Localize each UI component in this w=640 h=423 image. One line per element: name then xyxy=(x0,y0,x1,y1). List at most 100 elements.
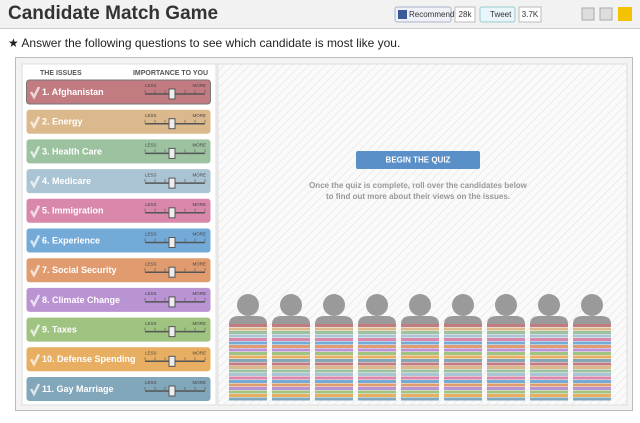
issue-row[interactable] xyxy=(26,317,211,342)
add-icon[interactable] xyxy=(618,7,632,21)
slider-knob[interactable] xyxy=(168,296,176,308)
candidate-stripe xyxy=(229,366,267,369)
candidate-body xyxy=(272,316,310,324)
slider-knob[interactable] xyxy=(168,177,176,189)
less-label: LESS xyxy=(145,261,157,266)
candidate-stripe xyxy=(229,383,267,387)
candidate-stripe xyxy=(315,383,353,387)
candidate-stripe xyxy=(573,369,611,373)
candidate-stripe xyxy=(358,355,396,359)
slider-knob[interactable] xyxy=(168,237,176,248)
issue-row[interactable] xyxy=(26,258,211,283)
candidate-stripe xyxy=(530,387,568,390)
candidate-stripe xyxy=(444,352,482,355)
candidate-body xyxy=(358,316,396,324)
candidate-head[interactable] xyxy=(538,294,560,316)
candidate-stripe xyxy=(573,362,611,366)
candidate-stripe xyxy=(530,380,568,383)
candidate-head[interactable] xyxy=(409,294,431,316)
candidate-stripe xyxy=(272,383,310,387)
less-label: LESS xyxy=(145,291,157,296)
candidate-stripe xyxy=(530,324,568,327)
candidate-stripe xyxy=(444,345,482,348)
candidate-stripe xyxy=(530,373,568,376)
candidate-stripe xyxy=(272,345,310,348)
issue-label: 7. Social Security xyxy=(42,265,117,275)
candidate-head[interactable] xyxy=(452,294,474,316)
candidate-stripe xyxy=(487,331,525,334)
email-icon[interactable] xyxy=(581,7,595,21)
slider-knob[interactable] xyxy=(168,147,176,159)
candidate-head[interactable] xyxy=(280,294,302,316)
issue-row[interactable] xyxy=(26,198,211,223)
candidate-stripe xyxy=(272,331,310,334)
slider-knob[interactable] xyxy=(168,118,176,130)
candidate-stripe xyxy=(358,348,396,352)
begin-button[interactable] xyxy=(356,151,480,169)
candidate-stripe xyxy=(315,376,353,380)
candidate-stripe xyxy=(487,345,525,348)
more-label: MORE xyxy=(193,172,207,177)
check-icon xyxy=(29,383,41,397)
slider-knob[interactable] xyxy=(168,326,176,338)
candidate-stripe xyxy=(229,331,267,334)
candidate-stripe xyxy=(315,387,353,390)
candidate-stripe xyxy=(229,387,267,390)
candidate-stripe xyxy=(573,383,611,387)
candidate-stripe xyxy=(401,383,439,387)
check-icon xyxy=(29,324,41,338)
slider-knob[interactable] xyxy=(168,88,176,100)
issue-row[interactable] xyxy=(26,347,211,372)
more-label: MORE xyxy=(193,261,207,266)
candidate-stripe xyxy=(358,397,396,401)
slider-knob[interactable] xyxy=(168,207,176,219)
less-label: LESS xyxy=(145,321,157,326)
candidate-stripe xyxy=(315,327,353,331)
issue-row[interactable] xyxy=(26,287,211,312)
issue-row[interactable] xyxy=(26,139,211,164)
issue-row[interactable] xyxy=(26,377,211,401)
slider-knob[interactable] xyxy=(168,355,176,367)
check-icon xyxy=(29,116,41,130)
candidate-stripe xyxy=(487,341,525,345)
print-icon[interactable] xyxy=(599,7,613,21)
candidate-stripe xyxy=(401,369,439,373)
candidate-head[interactable] xyxy=(366,294,388,316)
issue-row[interactable] xyxy=(26,228,211,253)
issue-row[interactable] xyxy=(26,109,211,134)
candidate-stripe xyxy=(272,338,310,341)
check-icon xyxy=(29,294,41,308)
recommend-button[interactable] xyxy=(394,6,452,23)
candidate-stripe xyxy=(272,355,310,359)
check-icon xyxy=(29,175,41,189)
candidate-stripe xyxy=(401,334,439,338)
note-line: Once the quiz is complete, roll over the… xyxy=(309,181,528,190)
candidate-stripe xyxy=(487,366,525,369)
candidate-stripe xyxy=(358,345,396,348)
candidate-stripe xyxy=(272,369,310,373)
slider-knob[interactable] xyxy=(168,385,176,397)
issue-row[interactable] xyxy=(26,169,211,194)
candidate-stripe xyxy=(358,359,396,362)
candidate-stripe xyxy=(229,394,267,397)
slider-knob[interactable] xyxy=(168,266,176,278)
candidate-head[interactable] xyxy=(323,294,345,316)
candidate-stripe xyxy=(530,394,568,397)
candidate-stripe xyxy=(444,369,482,373)
candidate-stripe xyxy=(229,345,267,348)
candidate-stripe xyxy=(573,380,611,383)
issue-label: 1. Afghanistan xyxy=(42,87,104,97)
recommend-count: 28k xyxy=(459,10,473,19)
candidate-stripe xyxy=(444,387,482,390)
candidate-stripe xyxy=(487,324,525,327)
issue-row[interactable] xyxy=(26,79,211,105)
more-label: MORE xyxy=(193,291,207,296)
tweet-button[interactable] xyxy=(479,6,516,23)
candidate-head[interactable] xyxy=(495,294,517,316)
candidate-body xyxy=(573,316,611,324)
candidate-head[interactable] xyxy=(581,294,603,316)
candidate-stripe xyxy=(229,327,267,331)
candidate-head[interactable] xyxy=(237,294,259,316)
candidate-stripe xyxy=(487,380,525,383)
candidate-stripe xyxy=(358,383,396,387)
